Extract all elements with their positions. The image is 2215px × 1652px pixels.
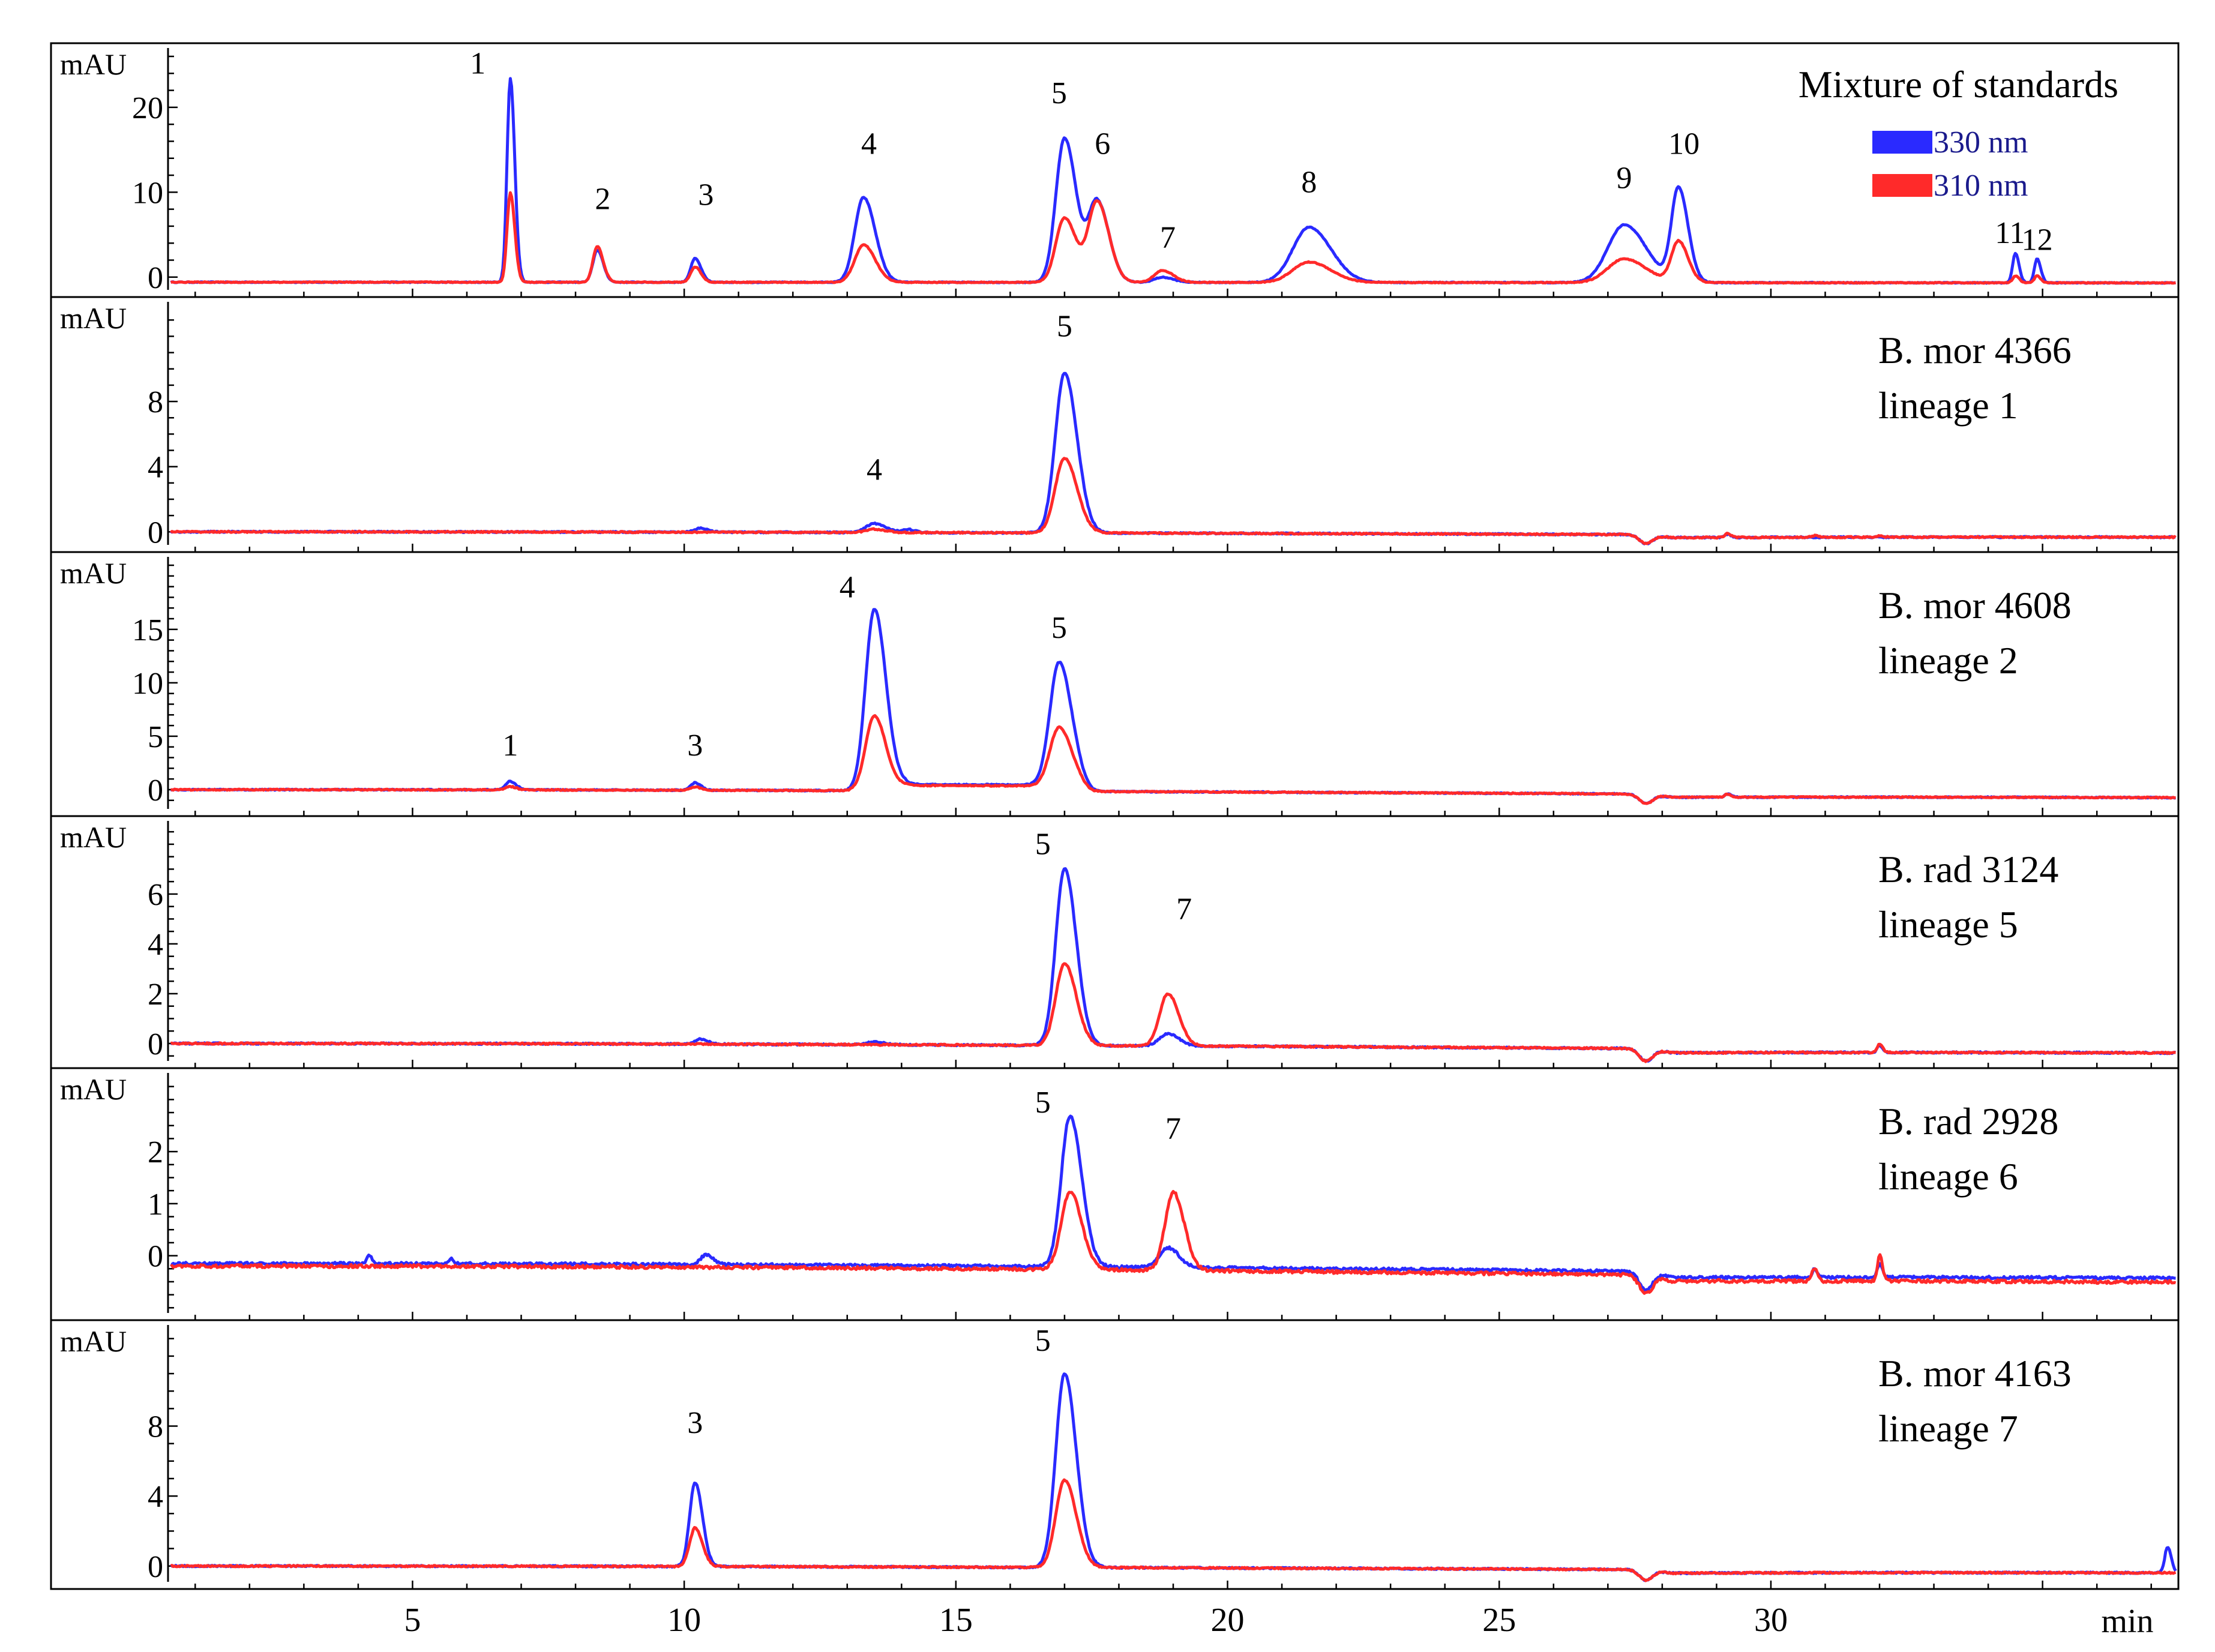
trace-310nm-mor4163 <box>170 1478 2177 1582</box>
sample-label-line: B. mor 4608 <box>1878 584 2072 626</box>
peak-label-6: 6 <box>1095 127 1110 161</box>
legend-label: 310 nm <box>1934 169 2028 203</box>
peak-label-4: 4 <box>867 452 882 487</box>
y-tick-label: 4 <box>148 928 163 962</box>
y-tick-label: 8 <box>148 385 163 419</box>
x-tick-label: 10 <box>667 1602 701 1639</box>
sample-label-line: B. rad 3124 <box>1878 848 2058 891</box>
peak-label-3: 3 <box>698 178 714 212</box>
sample-label-line: B. mor 4163 <box>1878 1352 2072 1395</box>
y-tick-label: 0 <box>148 261 163 295</box>
peak-label-3: 3 <box>687 728 703 763</box>
peak-label-8: 8 <box>1301 165 1317 199</box>
peak-label-1: 1 <box>470 46 485 80</box>
peak-label-3: 3 <box>687 1406 703 1440</box>
sample-label-line: lineage 1 <box>1878 384 2018 427</box>
sample-label-line: lineage 2 <box>1878 639 2018 682</box>
trace-310nm-rad3124 <box>170 962 2176 1063</box>
peak-label-5: 5 <box>1051 76 1067 110</box>
y-axis-unit: mAU <box>60 1072 127 1106</box>
peak-label-4: 4 <box>840 570 855 604</box>
panel-frame <box>50 1319 2180 1590</box>
y-tick-label: 4 <box>148 451 163 485</box>
legend: 330 nm 310 nm <box>1872 125 2028 203</box>
peak-label-12: 12 <box>2022 223 2053 257</box>
x-axis-label: min <box>2101 1603 2153 1640</box>
peak-label-4: 4 <box>861 127 877 161</box>
peak-label-5: 5 <box>1035 1324 1051 1358</box>
peak-label-5: 5 <box>1035 1086 1051 1120</box>
y-axis-unit: mAU <box>60 820 127 854</box>
trace-330nm-rad2928 <box>170 1114 2176 1292</box>
y-tick-label: 0 <box>148 1550 163 1584</box>
peak-label-1: 1 <box>502 728 518 763</box>
y-axis-unit: mAU <box>60 301 127 335</box>
sample-label-line: lineage 7 <box>1878 1407 2018 1450</box>
legend-swatch-310nm <box>1872 174 1932 197</box>
x-tick-label: 25 <box>1482 1602 1516 1639</box>
peak-label-7: 7 <box>1176 892 1192 926</box>
panel-title: Mixture of standards <box>1799 63 2118 106</box>
x-tick-label: 15 <box>939 1602 973 1639</box>
sample-label-line: B. mor 4366 <box>1878 329 2072 371</box>
trace-310nm-mor4366 <box>169 457 2177 545</box>
trace-310nm-mor4608 <box>170 714 2177 805</box>
y-axis-unit: mAU <box>60 556 127 590</box>
legend-swatch-330nm <box>1872 131 1932 154</box>
y-tick-label: 10 <box>132 667 163 701</box>
y-tick-label: 5 <box>148 720 163 754</box>
y-tick-label: 15 <box>132 613 163 647</box>
x-tick-label: 30 <box>1754 1602 1788 1639</box>
y-tick-label: 0 <box>148 773 163 808</box>
peak-label-5: 5 <box>1051 611 1067 645</box>
peak-label-7: 7 <box>1165 1111 1181 1146</box>
y-tick-label: 2 <box>148 1135 163 1170</box>
trace-310nm-mix <box>170 191 2176 285</box>
y-axis-unit: mAU <box>60 1324 127 1358</box>
x-axis: min 5 10 15 20 25 30 <box>404 1602 2153 1640</box>
peak-label-2: 2 <box>595 182 610 217</box>
y-tick-label: 10 <box>132 176 163 210</box>
peak-label-5: 5 <box>1035 828 1051 862</box>
peak-label-9: 9 <box>1616 161 1632 195</box>
sample-label-line: lineage 5 <box>1878 903 2018 946</box>
peak-label-5: 5 <box>1057 309 1072 343</box>
peak-label-10: 10 <box>1668 127 1700 161</box>
y-tick-label: 2 <box>148 978 163 1012</box>
trace-310nm-rad2928 <box>170 1190 2177 1295</box>
y-tick-label: 0 <box>148 1027 163 1062</box>
y-axis-unit: mAU <box>60 47 127 81</box>
sample-label-line: lineage 6 <box>1878 1155 2018 1198</box>
y-tick-label: 4 <box>148 1480 163 1514</box>
y-tick-label: 20 <box>132 91 163 125</box>
x-tick-label: 20 <box>1211 1602 1245 1639</box>
x-tick-label: 5 <box>404 1602 421 1639</box>
peak-label-7: 7 <box>1160 220 1176 254</box>
peak-label-11: 11 <box>1995 216 2025 250</box>
y-tick-label: 1 <box>148 1188 163 1222</box>
sample-label-line: B. rad 2928 <box>1878 1100 2058 1143</box>
y-tick-label: 0 <box>148 1240 163 1274</box>
y-tick-label: 0 <box>148 515 163 550</box>
panel-mor4163: 0 4 8 mAU B. mor 4163 lineage 7 3 5 <box>50 1319 2180 1590</box>
y-tick-label: 8 <box>148 1410 163 1444</box>
legend-label: 330 nm <box>1934 125 2028 160</box>
y-tick-label: 6 <box>148 878 163 912</box>
